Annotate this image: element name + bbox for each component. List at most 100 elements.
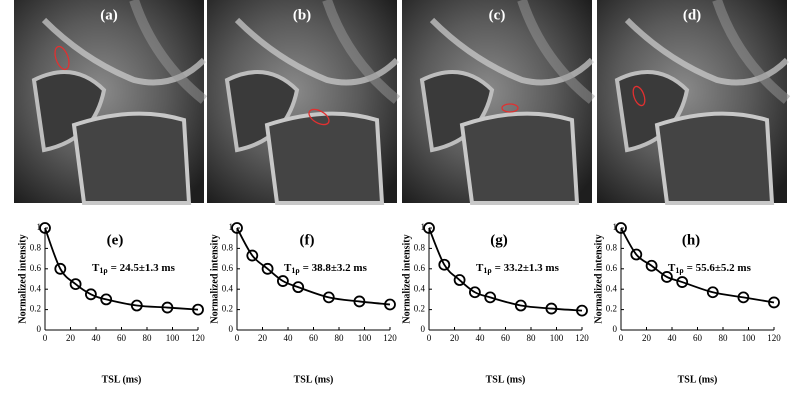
x-tick-label: 120 xyxy=(575,333,589,343)
data-point xyxy=(85,288,97,301)
y-tick-label: 0 xyxy=(37,324,42,334)
x-tick-label: 0 xyxy=(43,333,48,343)
y-tick-label: 1 xyxy=(421,222,426,232)
x-tick-label: 20 xyxy=(258,333,268,343)
chart: 0 20 40 60 80 100 120 0 0.2 0.4 0.6 0.8 1 TSL (ms) Nor… xyxy=(209,222,397,385)
x-tick-label: 120 xyxy=(767,333,781,343)
y-tick-label: 1 xyxy=(229,222,234,232)
roi xyxy=(501,103,519,113)
data-point xyxy=(69,278,82,291)
x-tick-label: 60 xyxy=(501,333,511,343)
roi xyxy=(54,45,70,71)
x-axis-label: TSL (ms) xyxy=(678,374,718,385)
data-point xyxy=(246,249,259,262)
x-tick-label: 0 xyxy=(235,333,240,343)
mri-panel: (c) xyxy=(402,0,596,205)
y-tick-label: 0.8 xyxy=(30,242,42,252)
x-axis-label: TSL (ms) xyxy=(102,374,142,385)
data-point xyxy=(192,303,204,316)
y-tick-label: 0.4 xyxy=(30,283,42,293)
data-point xyxy=(438,258,451,271)
bone xyxy=(224,70,300,153)
x-axis-label: TSL (ms) xyxy=(486,374,526,385)
y-tick-label: 0.2 xyxy=(606,304,617,314)
annotation-symbol: T xyxy=(284,262,292,274)
y-tick-label: 0.4 xyxy=(222,283,234,293)
annotation-subscript: 1ρ xyxy=(291,266,299,275)
annotation: T1ρ = 55.6±5.2 ms xyxy=(668,262,752,275)
x-tick-label: 20 xyxy=(642,333,652,343)
bone xyxy=(264,111,385,205)
y-tick-label: 1 xyxy=(37,222,42,232)
annotation: T1ρ = 24.5±1.3 ms xyxy=(92,262,176,275)
y-tick-label: 0.2 xyxy=(222,304,233,314)
fit-curve xyxy=(236,227,391,306)
y-tick-label: 0.6 xyxy=(606,263,618,273)
data-point xyxy=(277,275,289,287)
roi xyxy=(308,108,330,126)
data-point xyxy=(676,276,689,288)
annotation-text: = 24.5±1.3 ms xyxy=(111,262,176,274)
data-point xyxy=(514,299,527,312)
data-point xyxy=(630,248,643,261)
annotation-subscript: 1ρ xyxy=(675,266,683,275)
y-tick-label: 0.6 xyxy=(414,263,426,273)
muscle xyxy=(129,0,208,104)
y-tick-label: 0.8 xyxy=(606,242,618,252)
x-tick-label: 120 xyxy=(191,333,205,343)
fit-curve xyxy=(620,227,775,304)
panel-label: (g) xyxy=(490,232,508,248)
data-point xyxy=(423,222,435,234)
x-tick-label: 40 xyxy=(284,333,294,343)
y-tick-label: 0.6 xyxy=(30,263,42,273)
panel-label: (h) xyxy=(682,232,700,248)
data-point xyxy=(100,293,113,306)
annotation-symbol: T xyxy=(92,262,100,274)
x-tick-label: 40 xyxy=(92,333,102,343)
muscle xyxy=(517,0,596,104)
y-tick-label: 0.4 xyxy=(414,283,426,293)
x-tick-label: 120 xyxy=(383,333,397,343)
annotation: T1ρ = 38.8±3.2 ms xyxy=(284,262,368,275)
y-tick-label: 0 xyxy=(613,324,618,334)
x-tick-label: 100 xyxy=(742,333,756,343)
chart: 0 20 40 60 80 100 120 0 0.2 0.4 0.6 0.8 1 TSL (ms) Nor… xyxy=(401,222,589,385)
annotation-symbol: T xyxy=(668,262,676,274)
y-axis-label: Normalized intensity xyxy=(401,234,412,323)
data-point xyxy=(615,222,627,234)
x-tick-label: 20 xyxy=(66,333,76,343)
muscle xyxy=(712,0,791,104)
bone xyxy=(419,70,495,153)
data-point xyxy=(768,296,780,309)
data-point xyxy=(453,274,466,286)
x-tick-label: 0 xyxy=(619,333,624,343)
data-point xyxy=(130,299,143,312)
mri-panel: (a) xyxy=(14,0,208,205)
y-tick-label: 0.6 xyxy=(222,263,234,273)
x-tick-label: 80 xyxy=(719,333,729,343)
y-tick-label: 0.4 xyxy=(606,283,618,293)
x-tick-label: 80 xyxy=(527,333,537,343)
y-axis-label: Normalized intensity xyxy=(593,234,604,323)
mri-panel: (b) xyxy=(207,0,401,205)
data-point xyxy=(545,302,558,315)
annotation-text: = 33.2±1.3 ms xyxy=(495,262,560,274)
roi xyxy=(632,85,646,107)
y-axis-label: Normalized intensity xyxy=(209,234,220,323)
x-tick-label: 20 xyxy=(450,333,460,343)
data-point xyxy=(322,291,335,304)
mri-panel: (d) xyxy=(597,0,791,205)
panel-label: (a) xyxy=(100,7,118,23)
bone xyxy=(614,70,690,153)
x-tick-label: 40 xyxy=(668,333,678,343)
x-tick-label: 100 xyxy=(358,333,372,343)
x-tick-label: 0 xyxy=(427,333,432,343)
data-point xyxy=(484,291,497,304)
panel-label: (f) xyxy=(300,232,315,248)
data-point xyxy=(661,271,673,283)
data-point xyxy=(231,222,243,234)
bone xyxy=(459,111,580,205)
x-tick-label: 80 xyxy=(335,333,345,343)
bone xyxy=(654,111,775,205)
